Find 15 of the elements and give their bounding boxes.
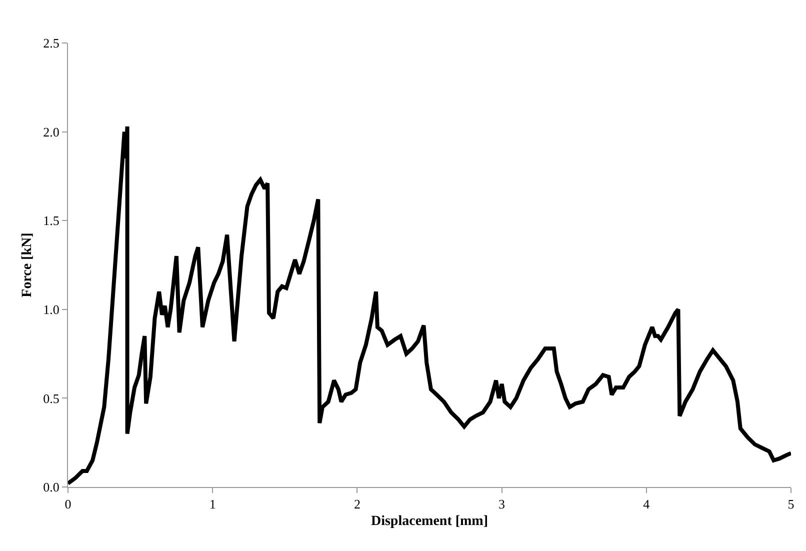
y-axis-title: Force [kN] (20, 232, 35, 298)
x-tick-label: 2 (354, 496, 360, 512)
x-tick-label: 4 (643, 496, 650, 512)
y-tick-label: 1.0 (43, 302, 60, 317)
x-tick-label: 1 (209, 496, 216, 512)
y-tick-label: 0.5 (43, 390, 60, 406)
x-tick-label: 0 (64, 496, 72, 512)
y-tick-label: 2.0 (43, 124, 60, 140)
line-series (68, 124, 791, 486)
y-tick-label: 0.0 (43, 480, 60, 495)
x-tick-label: 3 (498, 496, 506, 512)
y-tick-label: 1.5 (43, 213, 60, 228)
x-tick-label: 5 (788, 496, 794, 512)
y-tick-label: 2.5 (43, 36, 60, 51)
x-axis-title: Displacement [mm] (370, 514, 488, 529)
